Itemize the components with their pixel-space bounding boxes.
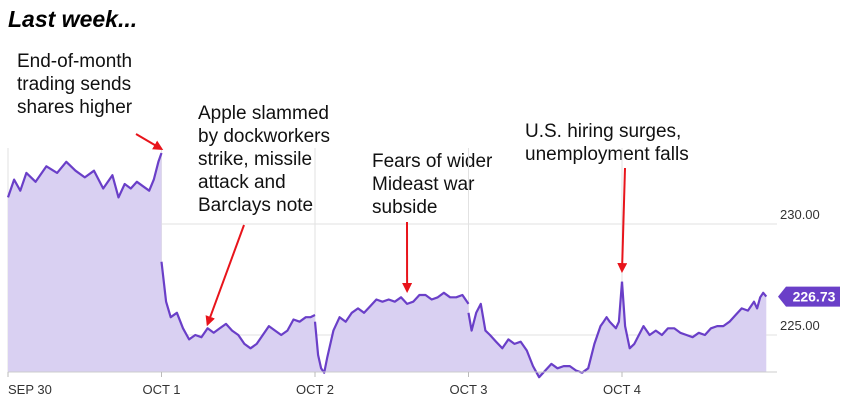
annotation-us-hiring: U.S. hiring surges, unemployment falls [525,121,689,165]
price-line-day-1 [160,261,316,350]
area-day-4 [622,281,767,372]
area-day-1 [161,261,315,372]
chart-heading: Last week... [8,6,138,32]
annotation-apple-slammed: Apple slammed by dockworkers strike, mis… [198,103,330,216]
x-tick-label-0: SEP 30 [8,382,52,397]
annotation-arrow-0 [135,133,164,150]
x-tick-label-1: OCT 1 [142,382,180,397]
annotation-arrow-3 [617,167,628,274]
y-tick-label-1: 225.00 [780,318,820,333]
annotation-end-of-month: End-of-month trading sends shares higher [17,51,133,118]
area-day-0 [8,153,162,372]
last-price-label: 226.73 [793,289,836,305]
price-line-day-0 [6,152,163,199]
x-tick-label-2: OCT 2 [296,382,334,397]
annotation-arrow-1 [205,224,245,327]
x-tick-label-3: OCT 3 [449,382,487,397]
price-line-day-3 [467,281,624,379]
area-day-2 [315,292,469,373]
y-tick-label-0: 230.00 [780,207,820,222]
area-day-3 [468,281,622,378]
x-tick-label-4: OCT 4 [603,382,641,397]
last-price-badge [778,286,840,307]
annotation-fears-mideast: Fears of wider Mideast war subside [372,151,493,218]
price-line-day-2 [313,291,470,374]
price-line-day-4 [620,281,768,350]
